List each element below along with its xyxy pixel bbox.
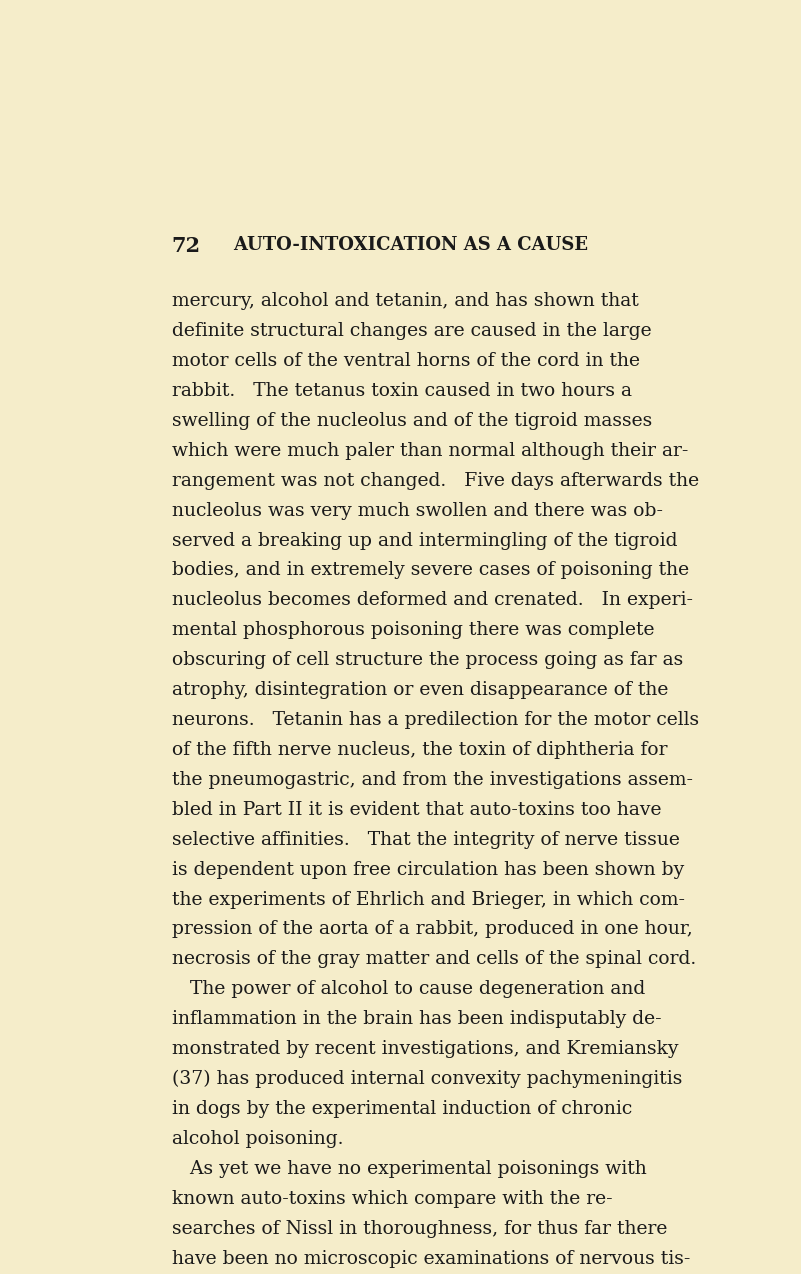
Text: definite structural changes are caused in the large: definite structural changes are caused i… [171, 322, 651, 340]
Text: have been no microscopic examinations of nervous tis-: have been no microscopic examinations of… [171, 1250, 690, 1268]
Text: which were much paler than normal although their ar-: which were much paler than normal althou… [171, 442, 688, 460]
Text: known auto-toxins which compare with the re-: known auto-toxins which compare with the… [171, 1190, 612, 1208]
Text: rabbit.   The tetanus toxin caused in two hours a: rabbit. The tetanus toxin caused in two … [171, 382, 631, 400]
Text: served a breaking up and intermingling of the tigroid: served a breaking up and intermingling o… [171, 531, 677, 549]
Text: 72: 72 [171, 236, 200, 256]
Text: inflammation in the brain has been indisputably de-: inflammation in the brain has been indis… [171, 1010, 661, 1028]
Text: the pneumogastric, and from the investigations assem-: the pneumogastric, and from the investig… [171, 771, 693, 789]
Text: pression of the aorta of a rabbit, produced in one hour,: pression of the aorta of a rabbit, produ… [171, 921, 692, 939]
Text: in dogs by the experimental induction of chronic: in dogs by the experimental induction of… [171, 1099, 632, 1119]
Text: alcohol poisoning.: alcohol poisoning. [171, 1130, 343, 1148]
Text: mental phosphorous poisoning there was complete: mental phosphorous poisoning there was c… [171, 622, 654, 640]
Text: nucleolus was very much swollen and there was ob-: nucleolus was very much swollen and ther… [171, 502, 662, 520]
Text: AUTO-INTOXICATION AS A CAUSE: AUTO-INTOXICATION AS A CAUSE [233, 236, 588, 255]
Text: swelling of the nucleolus and of the tigroid masses: swelling of the nucleolus and of the tig… [171, 412, 652, 429]
Text: obscuring of cell structure the process going as far as: obscuring of cell structure the process … [171, 651, 682, 669]
Text: neurons.   Tetanin has a predilection for the motor cells: neurons. Tetanin has a predilection for … [171, 711, 698, 729]
Text: rangement was not changed.   Five days afterwards the: rangement was not changed. Five days aft… [171, 471, 698, 489]
Text: bodies, and in extremely severe cases of poisoning the: bodies, and in extremely severe cases of… [171, 562, 689, 580]
Text: (37) has produced internal convexity pachymeningitis: (37) has produced internal convexity pac… [171, 1070, 682, 1088]
Text: is dependent upon free circulation has been shown by: is dependent upon free circulation has b… [171, 861, 684, 879]
Text: searches of Nissl in thoroughness, for thus far there: searches of Nissl in thoroughness, for t… [171, 1219, 667, 1238]
Text: As yet we have no experimental poisonings with: As yet we have no experimental poisoning… [171, 1159, 646, 1178]
Text: atrophy, disintegration or even disappearance of the: atrophy, disintegration or even disappea… [171, 682, 668, 699]
Text: selective affinities.   That the integrity of nerve tissue: selective affinities. That the integrity… [171, 831, 679, 848]
Text: necrosis of the gray matter and cells of the spinal cord.: necrosis of the gray matter and cells of… [171, 950, 696, 968]
Text: of the fifth nerve nucleus, the toxin of diphtheria for: of the fifth nerve nucleus, the toxin of… [171, 741, 667, 759]
Text: nucleolus becomes deformed and crenated.   In experi-: nucleolus becomes deformed and crenated.… [171, 591, 693, 609]
Text: mercury, alcohol and tetanin, and has shown that: mercury, alcohol and tetanin, and has sh… [171, 292, 638, 310]
Text: monstrated by recent investigations, and Kremiansky: monstrated by recent investigations, and… [171, 1040, 678, 1059]
Text: The power of alcohol to cause degeneration and: The power of alcohol to cause degenerati… [171, 980, 645, 999]
Text: the experiments of Ehrlich and Brieger, in which com-: the experiments of Ehrlich and Brieger, … [171, 891, 685, 908]
Text: motor cells of the ventral horns of the cord in the: motor cells of the ventral horns of the … [171, 352, 639, 369]
Text: bled in Part II it is evident that auto-toxins too have: bled in Part II it is evident that auto-… [171, 801, 661, 819]
